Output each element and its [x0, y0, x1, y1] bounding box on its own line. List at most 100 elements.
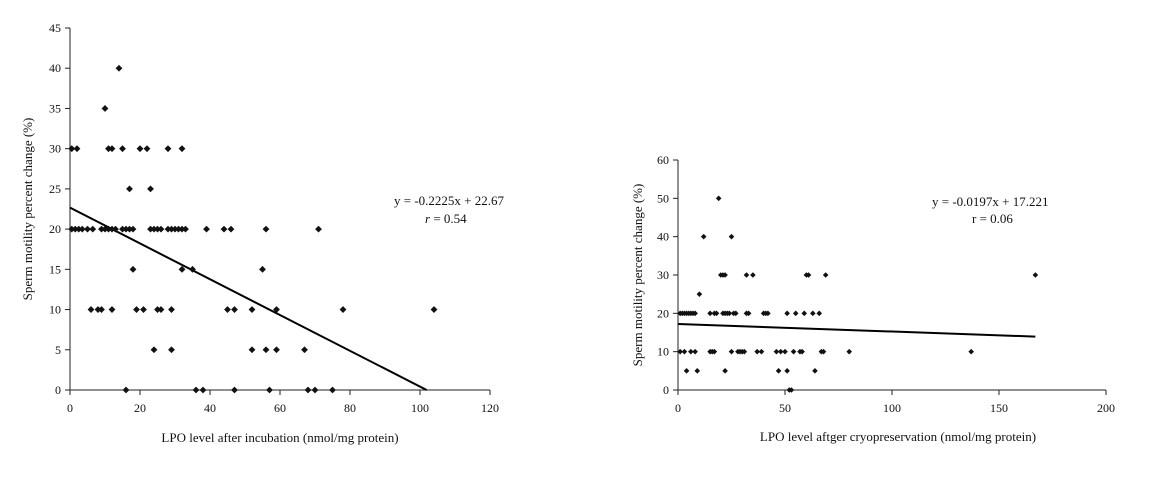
data-point	[115, 64, 123, 72]
x-tick-label: 120	[481, 401, 499, 415]
data-point	[273, 306, 280, 313]
data-point	[301, 346, 308, 354]
data-point	[430, 306, 438, 313]
data-point	[112, 225, 119, 233]
y-tick-label: 30	[49, 142, 61, 156]
data-point	[822, 272, 829, 278]
x-tick-label: 100	[411, 401, 429, 415]
data-point	[192, 386, 200, 394]
data-point	[732, 310, 739, 317]
data-point	[133, 306, 140, 313]
data-point	[722, 272, 728, 278]
x-axis-title: LPO level after incubation (nmol/mg prot…	[161, 430, 398, 445]
y-tick-labels: 0 5 10 15 20 25 30 35 40 45	[49, 21, 70, 397]
y-axis-title: Sperm motility percent change (%)	[630, 184, 645, 367]
data-point	[339, 306, 347, 313]
data-point	[68, 145, 76, 153]
data-point	[227, 225, 235, 233]
correlation-coefficient: r = 0.06	[972, 211, 1013, 226]
data-point	[792, 310, 799, 317]
y-tick-label: 60	[657, 153, 669, 167]
data-point	[266, 386, 273, 394]
data-point	[816, 310, 823, 317]
data-point	[122, 225, 130, 233]
data-point	[231, 386, 238, 394]
data-point	[692, 348, 698, 355]
y-tick-label: 45	[49, 21, 61, 35]
chart-right: 0 10 20 30 40 50 60 0 50 100 150 200 LPO level aft…	[630, 153, 1115, 444]
data-point	[782, 348, 788, 355]
y-tick-label: 10	[49, 303, 61, 317]
data-point	[273, 346, 280, 354]
data-point	[304, 386, 312, 394]
y-tick-label: 20	[657, 306, 669, 320]
x-tick-label: 0	[675, 401, 681, 415]
data-point	[140, 306, 147, 313]
data-point	[231, 306, 238, 313]
data-point	[157, 225, 165, 233]
data-point	[87, 306, 95, 313]
data-point	[713, 310, 720, 317]
data-point	[799, 348, 805, 355]
r-symbol: r	[425, 211, 431, 226]
x-tick-label: 80	[344, 401, 356, 415]
data-point	[101, 225, 109, 233]
data-point	[129, 265, 137, 273]
x-tick-label: 60	[274, 401, 286, 415]
data-point	[98, 225, 105, 233]
data-point	[715, 195, 722, 202]
data-point	[259, 265, 266, 273]
trendline	[69, 206, 428, 391]
data-point	[143, 145, 151, 153]
data-point	[150, 346, 158, 354]
data-point	[696, 291, 703, 297]
y-axis-title: Sperm motility percent change (%)	[20, 118, 35, 301]
data-point	[136, 145, 144, 153]
data-point	[84, 225, 91, 233]
data-point	[98, 306, 105, 313]
data-point	[262, 346, 270, 354]
data-point	[681, 348, 688, 355]
x-axis-title: LPO level aftger cryopreservation (nmol/…	[760, 429, 1036, 444]
data-point	[750, 272, 756, 278]
y-tick-label: 0	[663, 383, 669, 397]
data-point	[105, 225, 112, 233]
data-point	[694, 368, 701, 374]
r-symbol: r	[972, 211, 977, 226]
data-point	[743, 272, 750, 278]
data-point	[89, 225, 97, 233]
x-tick-labels: 0 50 100 150 200	[675, 390, 1115, 415]
data-point	[108, 225, 116, 233]
data-point	[220, 225, 228, 233]
y-tick-label: 40	[657, 230, 669, 244]
data-point	[812, 368, 818, 374]
y-tick-label: 35	[49, 101, 61, 115]
y-tick-label: 20	[49, 222, 61, 236]
data-point	[820, 348, 827, 355]
data-point	[728, 348, 735, 355]
x-tick-label: 50	[779, 401, 791, 415]
data-point	[801, 310, 808, 317]
x-tick-label: 20	[134, 401, 146, 415]
data-point	[78, 225, 86, 233]
data-point	[688, 348, 694, 355]
data-point	[775, 368, 782, 374]
data-point	[199, 386, 207, 394]
data-point	[700, 233, 707, 240]
data-point	[1032, 272, 1039, 278]
data-point	[683, 368, 690, 374]
data-point	[777, 348, 784, 355]
data-point	[677, 348, 683, 355]
data-point	[758, 348, 765, 355]
data-point	[203, 225, 210, 233]
data-point	[788, 387, 795, 393]
y-tick-label: 5	[55, 343, 61, 357]
data-point	[147, 225, 154, 233]
data-point	[178, 265, 186, 273]
data-point	[741, 348, 748, 355]
data-point	[224, 306, 231, 313]
data-point	[745, 310, 752, 317]
x-tick-label: 200	[1097, 401, 1115, 415]
data-point	[164, 225, 172, 233]
